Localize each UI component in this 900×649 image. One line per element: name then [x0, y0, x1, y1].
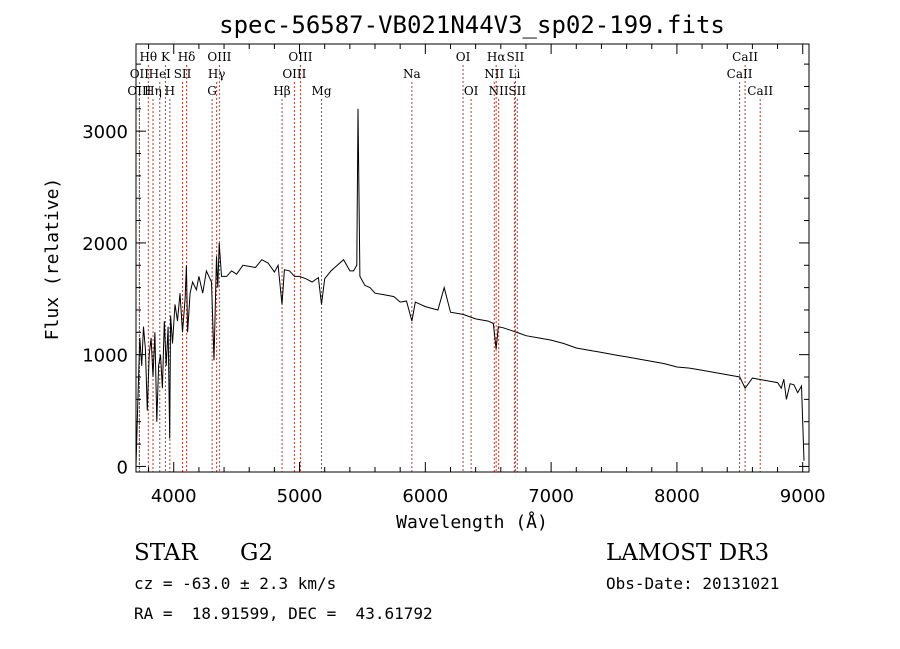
- y-tick-label: 1000: [82, 346, 128, 367]
- object-class: STAR: [134, 540, 198, 566]
- spectrum-line: [135, 108, 805, 467]
- line-label-6: Hδ: [178, 50, 196, 64]
- line-label-5: Hη: [144, 84, 162, 98]
- line-label-21: NII: [484, 67, 504, 81]
- line-label-27: CaII: [747, 84, 773, 98]
- x-axis-label: Wavelength (Å): [396, 511, 548, 533]
- line-label-8: H: [165, 84, 175, 98]
- line-label-18: OI: [464, 84, 479, 98]
- y-tick-label: 2000: [82, 234, 128, 255]
- plot-frame: [135, 43, 810, 473]
- spectrum-chart: spec-56587-VB021N44V3_sp02-199.fits Hθ OI…: [42, 11, 826, 533]
- survey-name: LAMOST DR3: [606, 540, 770, 566]
- x-tick-label: 8000: [654, 486, 700, 507]
- coordinates: RA = 18.91599, DEC = 43.61792: [134, 604, 433, 623]
- x-tick-label: 7000: [528, 486, 574, 507]
- line-label-25: CaII: [732, 50, 758, 64]
- line-label-23: NII: [489, 84, 509, 98]
- line-label-4: HeI: [149, 67, 172, 81]
- line-label-12: OIII: [288, 50, 312, 64]
- line-label-14: Hβ: [273, 84, 290, 98]
- y-axis-label: Flux (relative): [42, 178, 63, 341]
- observation-date: Obs-Date: 20131021: [606, 574, 780, 593]
- line-label-22: Li: [508, 67, 520, 81]
- x-tick-label: 9000: [780, 486, 826, 507]
- object-subclass: G2: [240, 540, 274, 566]
- line-label-2: OIII: [127, 84, 151, 98]
- y-tick-label: 0: [117, 457, 128, 478]
- x-tick-label: 4000: [151, 486, 197, 507]
- line-label-16: Na: [403, 67, 421, 81]
- redshift-value: cz = -63.0 ± 2.3 km/s: [134, 574, 337, 593]
- x-axis: 4000 5000 6000 7000 8000 9000: [148, 44, 826, 507]
- spectral-line-markers: Hθ OII OIII K HeI Hη Hδ SII H OIII Hγ G OIII OIII Hβ Mg…: [127, 50, 773, 472]
- line-label-1: OII: [130, 67, 150, 81]
- line-label-26: CaII: [727, 67, 753, 81]
- line-label-19: Hα: [487, 50, 506, 64]
- line-label-9: OIII: [207, 50, 231, 64]
- line-label-7: SII: [174, 67, 192, 81]
- y-tick-label: 3000: [82, 122, 128, 143]
- line-label-0: Hθ: [139, 50, 157, 64]
- line-label-13: OIII: [282, 67, 306, 81]
- line-label-20: SII: [507, 50, 525, 64]
- line-label-10: Hγ: [208, 67, 226, 81]
- x-tick-label: 6000: [402, 486, 448, 507]
- y-axis: 0 1000 2000 3000: [82, 63, 809, 478]
- line-label-17: OI: [456, 50, 471, 64]
- line-label-3: K: [161, 50, 171, 64]
- x-tick-label: 5000: [277, 486, 323, 507]
- line-label-24: SII: [508, 84, 526, 98]
- line-label-11: G: [207, 84, 217, 98]
- chart-title: spec-56587-VB021N44V3_sp02-199.fits: [219, 11, 725, 39]
- line-label-15: Mg: [312, 84, 332, 98]
